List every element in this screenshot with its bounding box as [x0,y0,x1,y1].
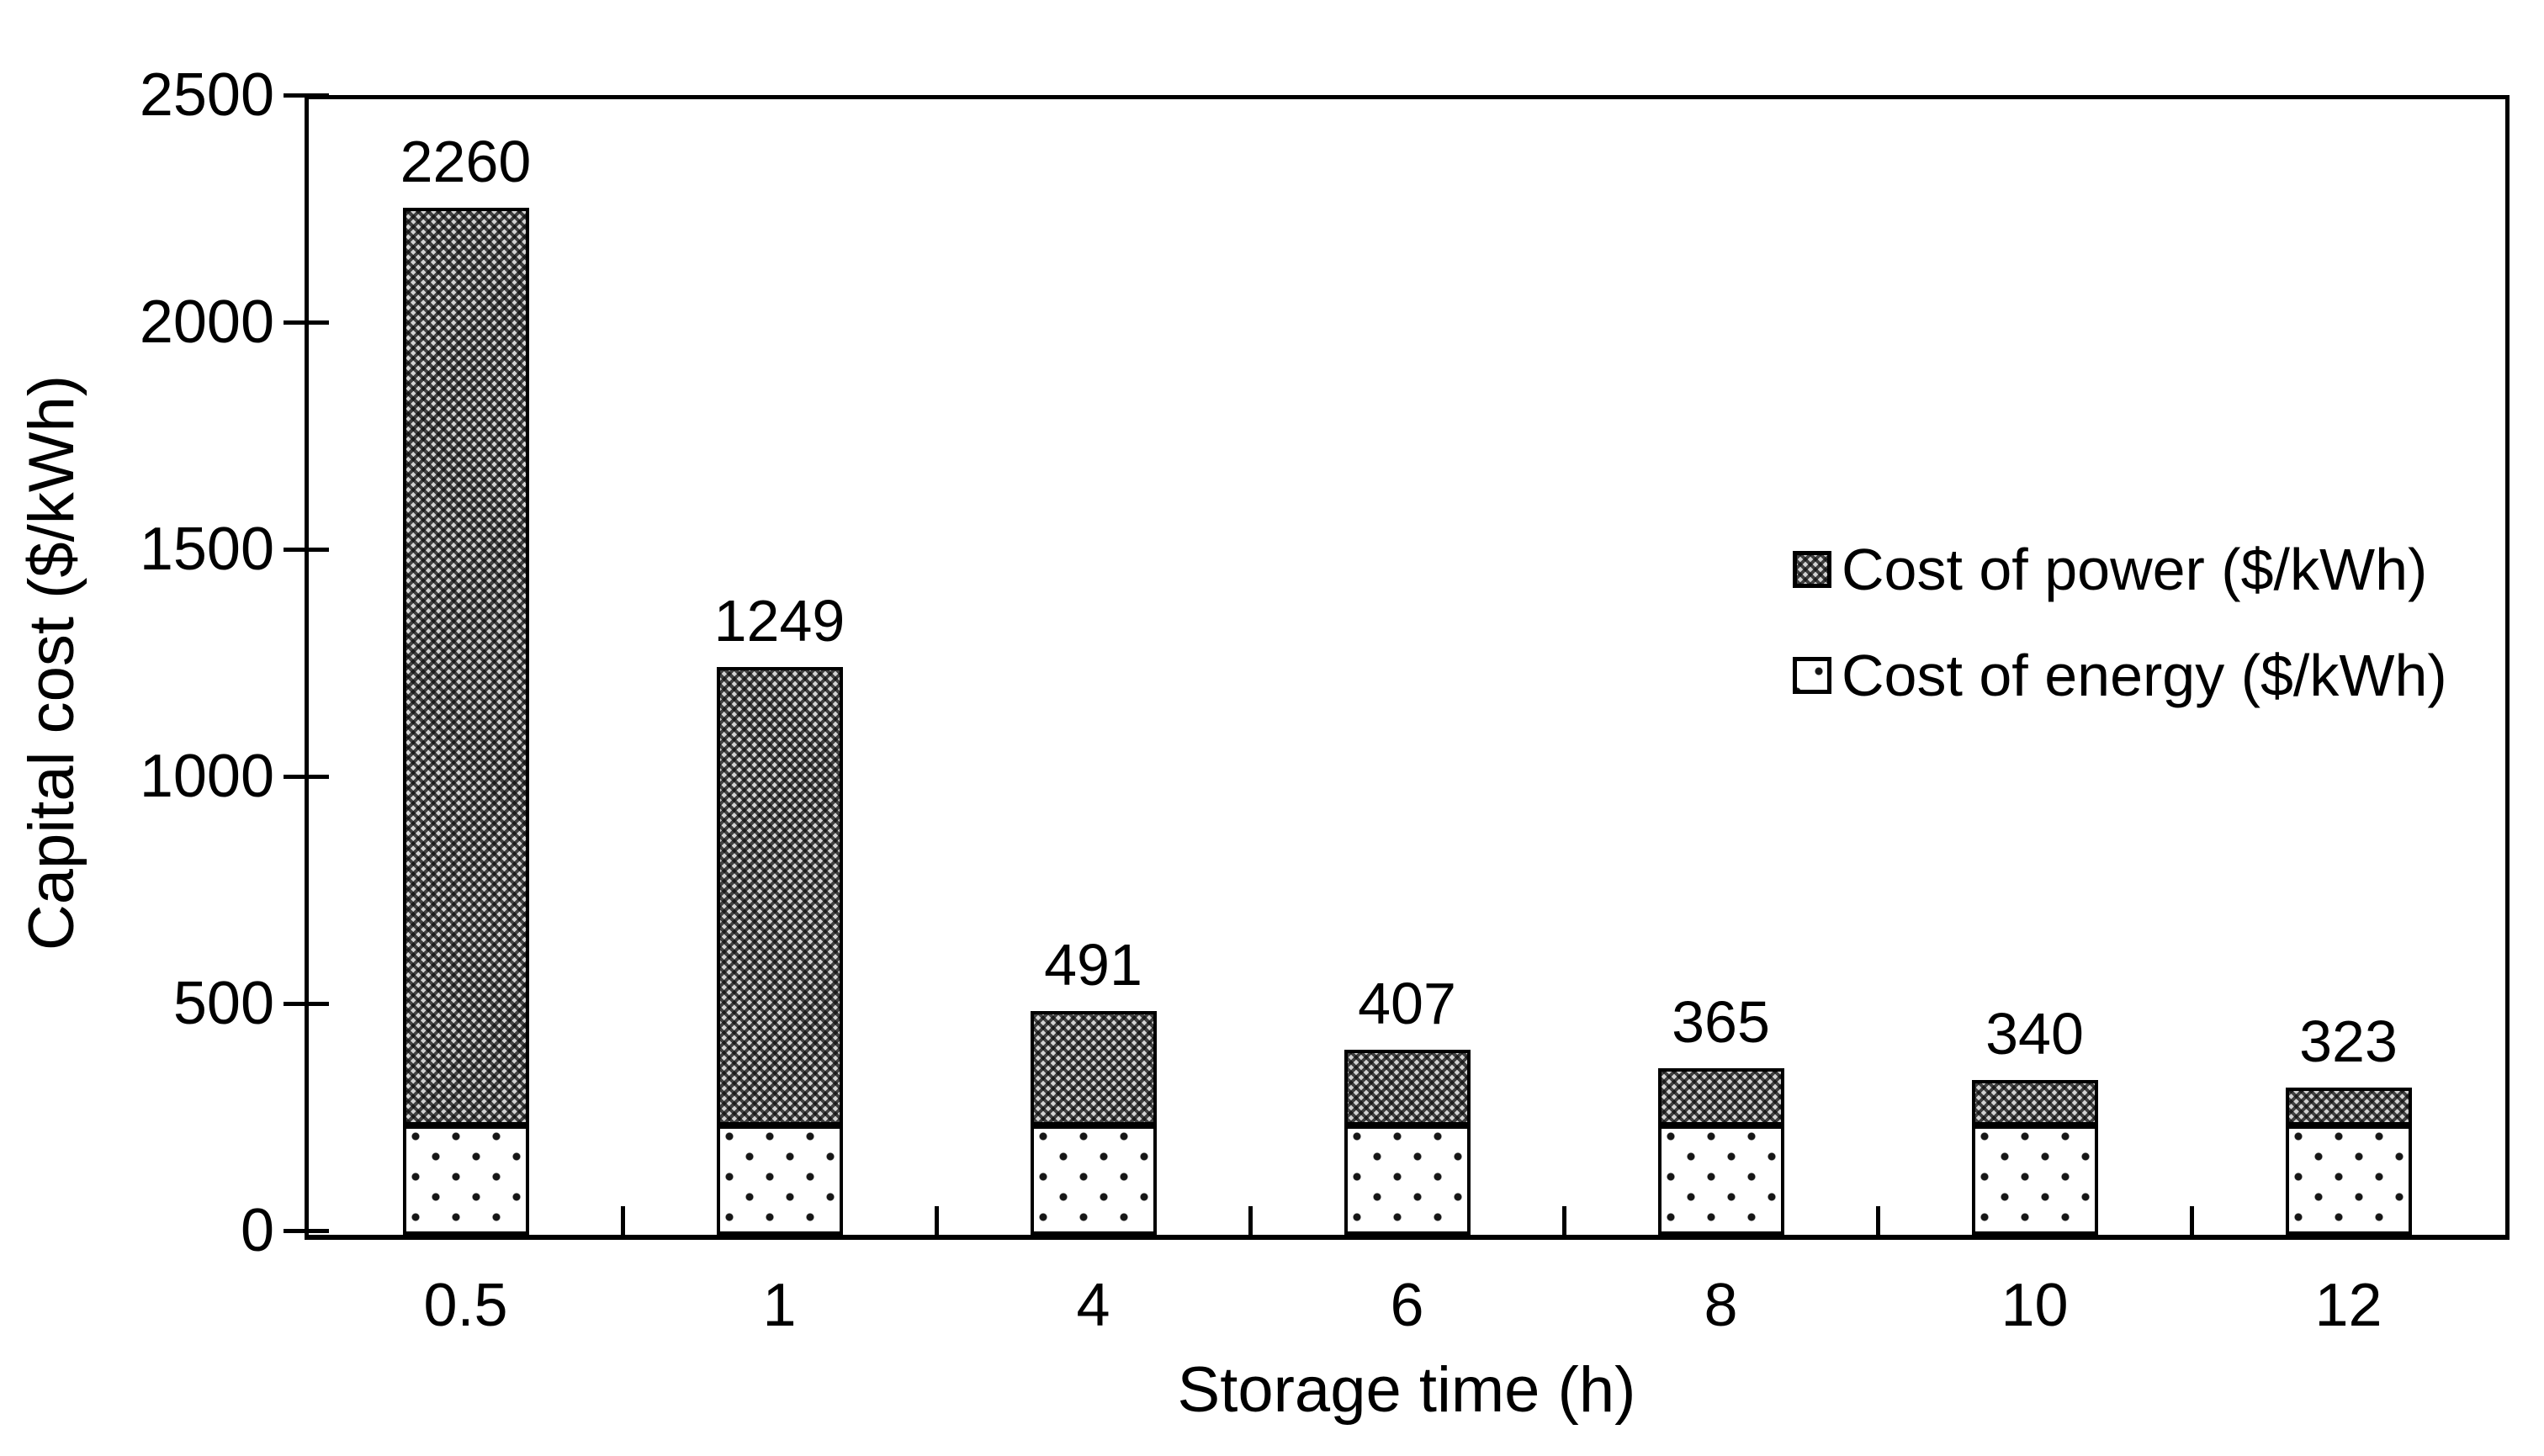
bar-segment-energy [716,1125,843,1235]
x-axis-tick-label: 0.5 [423,1272,508,1339]
x-axis-tick-label: 8 [1704,1272,1738,1339]
bar-total-label: 1249 [713,588,845,654]
plot-area [305,95,2510,1240]
bar-segment-power [1030,1011,1157,1125]
y-axis-tick-label: 2000 [139,289,274,356]
legend-label-energy: Cost of energy ($/kWh) [1842,643,2447,708]
bar-segment-power [1971,1080,2098,1125]
bar-segment-power [1344,1050,1471,1125]
bar-segment-energy [1657,1125,1784,1235]
y-axis-tick-label: 500 [172,970,274,1037]
bar-segment-energy [1030,1125,1157,1235]
x-axis-minor-tick [620,1206,625,1235]
x-axis-tick-label: 4 [1076,1272,1110,1339]
x-axis-tick-label: 10 [2001,1272,2069,1339]
bar-segment-energy [1344,1125,1471,1235]
y-axis-tick [284,1001,329,1006]
y-axis-tick-label: 1500 [139,516,274,583]
legend-row-power: Cost of power ($/kWh) [1793,530,2447,609]
x-axis-minor-tick [1248,1206,1253,1235]
legend-row-energy: Cost of energy ($/kWh) [1793,636,2447,715]
x-axis-minor-tick [934,1206,939,1235]
bar-segment-energy [1971,1125,2098,1235]
bar-segment-power [1657,1068,1784,1125]
y-axis-tick [284,774,329,779]
bar-segment-power [716,667,843,1125]
dotted-swatch-icon [1793,657,1831,694]
bar-segment-energy [2285,1125,2412,1235]
x-axis-minor-tick [2189,1206,2194,1235]
bar-segment-power [402,208,529,1125]
y-axis-tick-label: 2500 [139,61,274,129]
y-axis-tick [284,320,329,325]
y-axis-tick [284,547,329,552]
legend: Cost of power ($/kWh) Cost of energy ($/… [1793,530,2447,742]
y-axis-tick-label: 1000 [139,743,274,810]
bar-total-label: 323 [2299,1009,2398,1074]
x-axis-tick-label: 1 [762,1272,797,1339]
x-axis-title: Storage time (h) [1177,1354,1636,1426]
x-axis-tick-label: 12 [2314,1272,2382,1339]
bar-total-label: 407 [1358,971,1456,1036]
x-axis-minor-tick [1875,1206,1880,1235]
y-axis-title: Capital cost ($/kWh) [16,374,87,951]
y-axis-tick [284,93,329,98]
bar-total-label: 2260 [400,129,532,194]
y-axis-tick [284,1228,329,1233]
x-axis-tick-label: 6 [1390,1272,1424,1339]
y-axis-tick-label: 0 [240,1197,274,1264]
bar-total-label: 340 [1985,1001,2084,1067]
legend-label-power: Cost of power ($/kWh) [1842,537,2428,602]
x-axis-minor-tick [1561,1206,1566,1235]
crosshatch-swatch-icon [1793,551,1831,588]
bar-segment-power [2285,1088,2412,1125]
bar-segment-energy [402,1125,529,1235]
bar-total-label: 365 [1672,989,1770,1055]
bar-total-label: 491 [1044,932,1142,998]
